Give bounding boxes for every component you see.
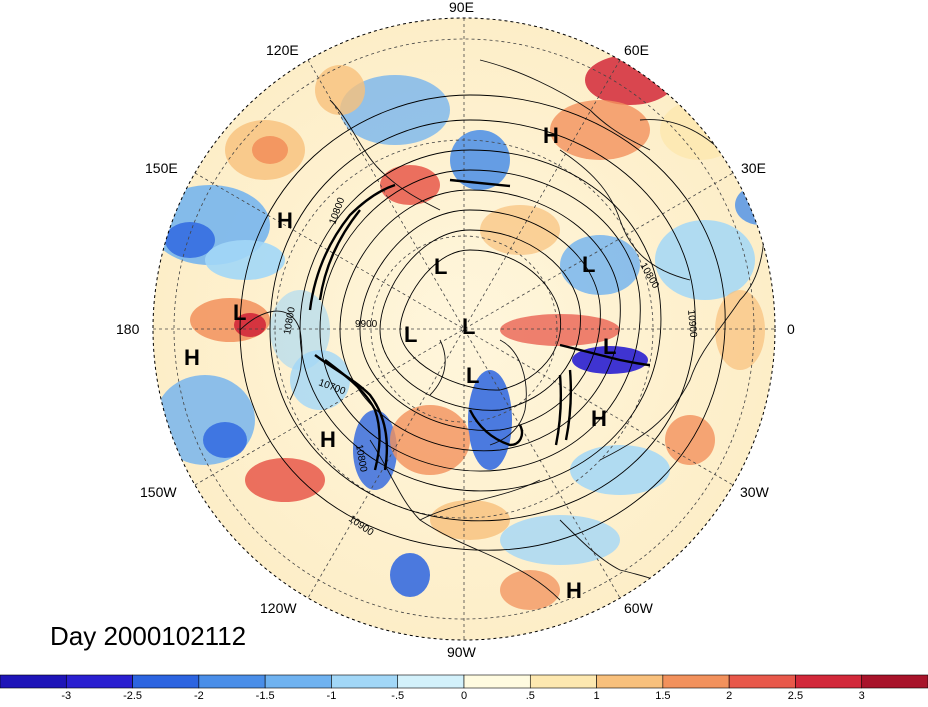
longitude-label-150w: 150W bbox=[140, 484, 177, 500]
longitude-label-0: 0 bbox=[787, 321, 795, 337]
high-pressure-marker: H bbox=[591, 406, 607, 431]
low-pressure-marker: L bbox=[233, 300, 246, 325]
longitude-label-30e: 30E bbox=[741, 160, 766, 176]
colorbar-tick-label: -3 bbox=[61, 690, 71, 702]
pressure-systems: H H H H H H L L L L L L L bbox=[184, 123, 616, 603]
colorbar: -3 -2.5 -2 -1.5 -1 -.5 0 .5 1 1.5 2 2.5 3 bbox=[0, 674, 928, 702]
height-contours bbox=[239, 94, 726, 551]
longitude-label-90w: 90W bbox=[447, 644, 477, 660]
colorbar-segment bbox=[198, 674, 266, 689]
colorbar-tick-label: -1 bbox=[327, 690, 337, 702]
colorbar-tick-label: -2 bbox=[194, 690, 204, 702]
colorbar-segment bbox=[0, 674, 67, 689]
colorbar-tick-label: -.5 bbox=[391, 690, 404, 702]
high-pressure-marker: H bbox=[543, 123, 559, 148]
longitude-label-150e: 150E bbox=[145, 160, 178, 176]
colorbar-segment bbox=[132, 674, 200, 689]
longitude-label-180: 180 bbox=[116, 321, 140, 337]
high-pressure-marker: H bbox=[184, 345, 200, 370]
longitude-label-30w: 30W bbox=[740, 484, 770, 500]
colorbar-segment bbox=[65, 674, 133, 689]
map-border bbox=[152, 17, 776, 641]
contour-label: 10800 bbox=[282, 306, 298, 336]
contour-label: 10800 bbox=[353, 444, 369, 474]
colorbar-segment bbox=[728, 674, 796, 689]
colorbar-segment bbox=[861, 674, 928, 689]
colorbar-segment bbox=[397, 674, 465, 689]
high-pressure-marker: H bbox=[566, 578, 582, 603]
longitude-label-120e: 120E bbox=[266, 42, 299, 58]
contour-label: 9900 bbox=[355, 319, 378, 330]
colorbar-segment bbox=[331, 674, 399, 689]
low-pressure-marker: L bbox=[466, 363, 479, 388]
colorbar-tick-label: 1 bbox=[594, 690, 600, 702]
colorbar-segment bbox=[463, 674, 531, 689]
colorbar-tick-label: 0 bbox=[461, 690, 467, 702]
colorbar-tick-label: .5 bbox=[526, 690, 535, 702]
low-pressure-marker: L bbox=[603, 334, 616, 359]
high-pressure-marker: H bbox=[277, 208, 293, 233]
colorbar-segment bbox=[795, 674, 863, 689]
colorbar-tick-label: 1.5 bbox=[655, 690, 670, 702]
contour-label: 10900 bbox=[685, 309, 698, 338]
colorbar-segment bbox=[662, 674, 730, 689]
longitude-labels: 90E 60E 30E 0 30W 60W 90W 120W 150W 180 … bbox=[116, 0, 795, 660]
low-pressure-marker: L bbox=[462, 314, 475, 339]
colorbar-tick-label: 3 bbox=[859, 690, 865, 702]
longitude-label-60w: 60W bbox=[624, 600, 654, 616]
colorbar-tick-label: -1.5 bbox=[256, 690, 275, 702]
low-pressure-marker: L bbox=[582, 252, 595, 277]
longitude-label-120w: 120W bbox=[260, 600, 297, 616]
colorbar-segment bbox=[596, 674, 664, 689]
high-pressure-marker: H bbox=[320, 427, 336, 452]
colorbar-tick-label: 2 bbox=[726, 690, 732, 702]
colorbar-tick-label: 2.5 bbox=[788, 690, 803, 702]
longitude-label-90e: 90E bbox=[449, 0, 474, 15]
colorbar-segment bbox=[264, 674, 332, 689]
day-title: Day 2000102112 bbox=[50, 621, 246, 651]
colorbar-tick-label: -2.5 bbox=[123, 690, 142, 702]
colorbar-segment bbox=[529, 674, 597, 689]
low-pressure-marker: L bbox=[434, 254, 447, 279]
graticule bbox=[153, 18, 775, 640]
longitude-label-60e: 60E bbox=[624, 42, 649, 58]
jet-contours bbox=[308, 178, 651, 471]
low-pressure-marker: L bbox=[404, 322, 417, 347]
